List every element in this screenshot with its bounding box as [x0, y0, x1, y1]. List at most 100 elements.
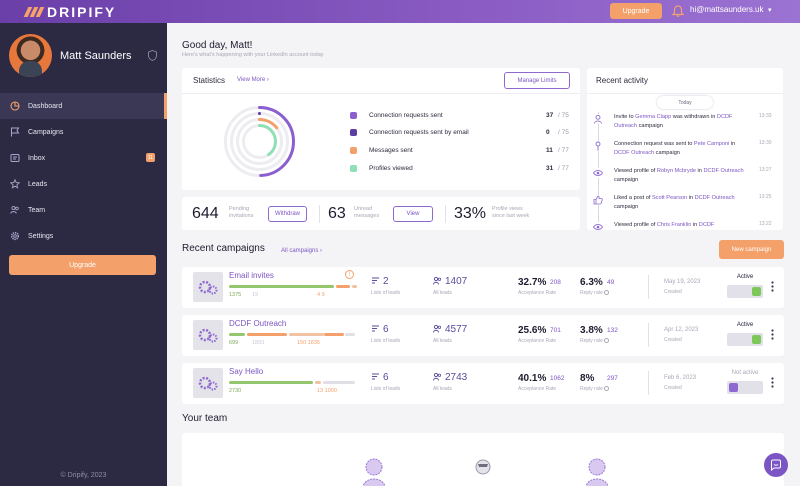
lead-link[interactable]: Chris Franklin — [656, 222, 692, 228]
stat-total: / 77 — [558, 146, 569, 154]
campaign-link[interactable]: DCDF Outreach — [703, 168, 744, 174]
lead-lists-label: Lists of leads — [371, 386, 401, 392]
acceptance-rate: 40.1% — [518, 373, 547, 384]
divider — [182, 93, 580, 94]
progress-segment — [323, 381, 355, 384]
more-options-icon[interactable] — [771, 329, 774, 340]
stat-row-requests-by-email: Connection requests sent by email 0 / 75 — [350, 127, 570, 137]
lead-lists-count: 2 — [383, 276, 389, 287]
sidebar-item-label: Campaigns — [28, 128, 64, 136]
divider — [587, 93, 783, 94]
sidebar-upgrade-button[interactable]: Upgrade — [9, 255, 156, 275]
view-messages-button[interactable]: View — [393, 206, 433, 222]
divider — [445, 205, 446, 223]
eye-icon — [593, 168, 603, 178]
pending-invitations-label: Pending invitations — [229, 206, 253, 220]
campaign-toggle[interactable] — [727, 333, 763, 346]
sidebar-item-leads[interactable]: Leads — [0, 171, 167, 197]
activity-text: Liked a post of Scott Pearson in DCDF Ou… — [614, 194, 749, 211]
lead-link[interactable]: Pete Camponi — [693, 141, 730, 147]
campaign-link[interactable]: DCDF Outreach — [694, 195, 735, 201]
sidebar-item-campaigns[interactable]: Campaigns — [0, 119, 167, 145]
reply-rate-label-text: Reply rate — [580, 386, 603, 392]
bell-icon[interactable] — [671, 4, 685, 18]
activity-text: Invite to Gemma Clapp was withdrawn in D… — [614, 113, 749, 130]
metrics-card: 644 Pending invitations Withdraw 63 Unrea… — [182, 197, 580, 230]
campaign-name[interactable]: DCDF Outreach — [229, 319, 287, 328]
progress-right-count: 13 1000 — [317, 388, 337, 394]
chevron-down-icon[interactable]: ▾ — [768, 7, 772, 14]
divider — [648, 323, 649, 347]
stat-label: Connection requests sent by email — [369, 128, 469, 136]
lead-link[interactable]: Gemma Clapp — [635, 114, 672, 120]
page-subtitle: Here's what's happening with your Linked… — [182, 52, 324, 58]
activity-text-part: Connection request was sent to — [614, 141, 694, 147]
campaign-link[interactable]: DCDF Outreach — [614, 114, 733, 129]
ring-connection-requests — [224, 106, 295, 177]
pending-invitations-count: 644 — [192, 205, 219, 222]
activity-time: 13:27 — [759, 167, 772, 173]
info-icon[interactable] — [604, 338, 610, 344]
campaign-row[interactable]: Email invites ! 1375 19 4 9 2 Lists of l… — [182, 267, 784, 308]
progress-segment — [336, 285, 350, 288]
all-leads-count: 2743 — [445, 372, 468, 383]
activity-text-part: in — [687, 195, 695, 201]
campaign-toggle[interactable] — [727, 381, 763, 394]
withdraw-button[interactable]: Withdraw — [268, 206, 307, 222]
chat-support-button[interactable] — [764, 453, 788, 477]
chevron-right-icon: › — [266, 77, 269, 83]
label-line: Profile views — [492, 206, 523, 212]
manage-limits-button[interactable]: Manage Limits — [504, 72, 570, 89]
progress-right-count: 4 9 — [317, 292, 325, 298]
campaign-row[interactable]: DCDF Outreach 699 1893 150 1835 6 Lists … — [182, 315, 784, 356]
info-icon[interactable] — [604, 386, 610, 392]
today-pill: Today — [657, 96, 713, 109]
avatar[interactable] — [9, 34, 52, 77]
sidebar-item-settings[interactable]: Settings — [0, 223, 167, 249]
activity-text-part: in — [691, 222, 699, 228]
activity-text-part: campaign — [654, 149, 680, 156]
logo-mark-icon — [23, 6, 45, 17]
campaign-link[interactable]: DCDF Outreach — [614, 149, 655, 156]
flag-icon — [11, 127, 20, 137]
stat-total: / 75 — [558, 111, 569, 119]
more-options-icon[interactable] — [771, 377, 774, 388]
info-icon[interactable] — [604, 290, 610, 296]
lead-link[interactable]: Scott Pearson — [651, 195, 688, 201]
all-campaigns-link[interactable]: All campaigns › — [281, 248, 322, 254]
lead-lists-count: 6 — [383, 324, 389, 335]
campaign-link[interactable]: DCDF — [698, 222, 715, 228]
account-email[interactable]: hi@mattsaunders.uk — [690, 5, 764, 14]
sidebar-item-team[interactable]: Team — [0, 197, 167, 223]
view-more-link[interactable]: View More › — [237, 77, 269, 83]
created-date: Feb 6, 2023 — [664, 375, 697, 381]
campaign-row[interactable]: Say Hello 2730 13 1000 6 Lists of leads … — [182, 363, 784, 404]
sidebar-item-label: Inbox — [28, 154, 46, 162]
label-line: invitations — [229, 213, 254, 219]
activity-text: Viewed profile of Chris Franklin in DCDF — [614, 221, 749, 230]
campaign-name[interactable]: Say Hello — [229, 367, 264, 376]
lead-link[interactable]: Robyn Mcbryde — [656, 168, 696, 174]
pie-icon — [10, 101, 20, 111]
warning-icon[interactable]: ! — [345, 270, 354, 279]
dripify-logo[interactable]: DRIPIFY — [23, 3, 116, 20]
inbox-count-badge: 11 — [146, 153, 155, 162]
more-options-icon[interactable] — [771, 281, 774, 292]
shield-icon[interactable] — [148, 50, 157, 61]
stat-label: Messages sent — [369, 146, 413, 154]
new-campaign-button[interactable]: New campaign — [719, 240, 784, 259]
campaign-toggle[interactable] — [727, 285, 763, 298]
reply-count: 132 — [607, 327, 618, 334]
progress-right-count: 150 1835 — [297, 340, 320, 346]
list-icon — [372, 373, 379, 380]
sidebar-item-inbox[interactable]: Inbox 11 — [0, 145, 167, 171]
lead-lists-label: Lists of leads — [371, 290, 401, 296]
campaign-name[interactable]: Email invites — [229, 271, 274, 280]
progress-left-count: 2730 — [229, 388, 242, 394]
ring-profiles-viewed — [242, 124, 277, 159]
recent-campaigns-title: Recent campaigns — [182, 243, 265, 254]
sidebar-item-label: Settings — [28, 232, 54, 240]
header-upgrade-button[interactable]: Upgrade — [610, 3, 662, 19]
reply-count: 297 — [607, 375, 618, 382]
sidebar-item-dashboard[interactable]: Dashboard — [0, 93, 167, 119]
